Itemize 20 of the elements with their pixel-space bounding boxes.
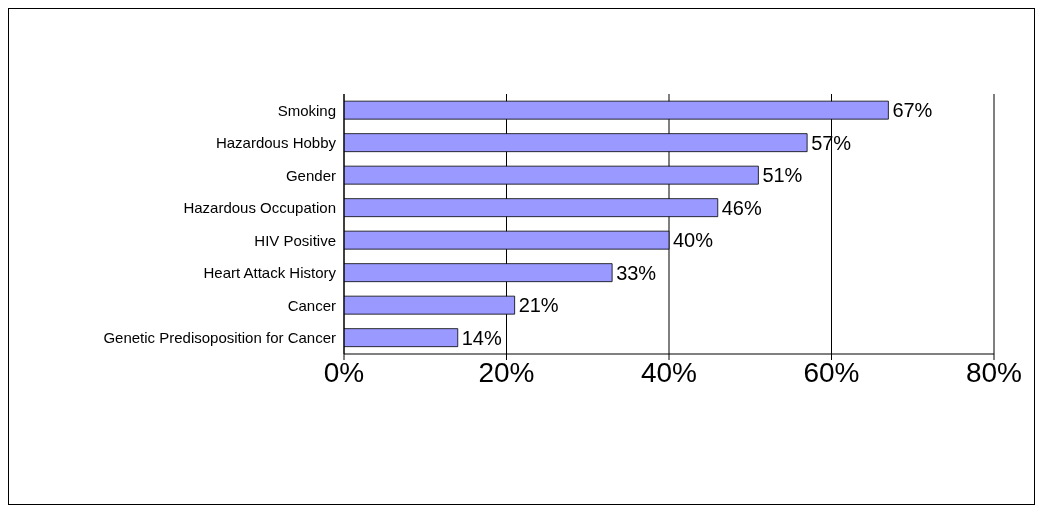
data-label: 14% <box>461 326 502 349</box>
y-tick-label: Hazardous Occupation <box>183 199 336 217</box>
y-tick-label: Smoking <box>277 101 336 119</box>
x-tick-label: 60% <box>803 356 860 388</box>
y-tick-label: Hazardous Hobby <box>215 134 337 152</box>
y-tick-label: HIV Positive <box>254 231 336 249</box>
y-tick-label: Heart Attack History <box>203 264 337 282</box>
data-label: 21% <box>518 294 559 317</box>
data-label: 40% <box>673 229 714 252</box>
data-label: 67% <box>892 99 933 122</box>
data-label: 33% <box>616 261 657 284</box>
x-tick-label: 40% <box>640 356 698 388</box>
x-tick-label: 0% <box>323 356 365 388</box>
y-tick-label: Cancer <box>287 296 336 314</box>
y-tick-label: Gender <box>285 166 336 184</box>
data-label: 46% <box>721 196 762 219</box>
x-tick-label: 80% <box>965 356 1023 388</box>
x-tick-label: 20% <box>478 356 535 388</box>
y-tick-label: Genetic Predisoposition for Cancer <box>103 329 336 347</box>
data-label: 51% <box>762 164 803 187</box>
